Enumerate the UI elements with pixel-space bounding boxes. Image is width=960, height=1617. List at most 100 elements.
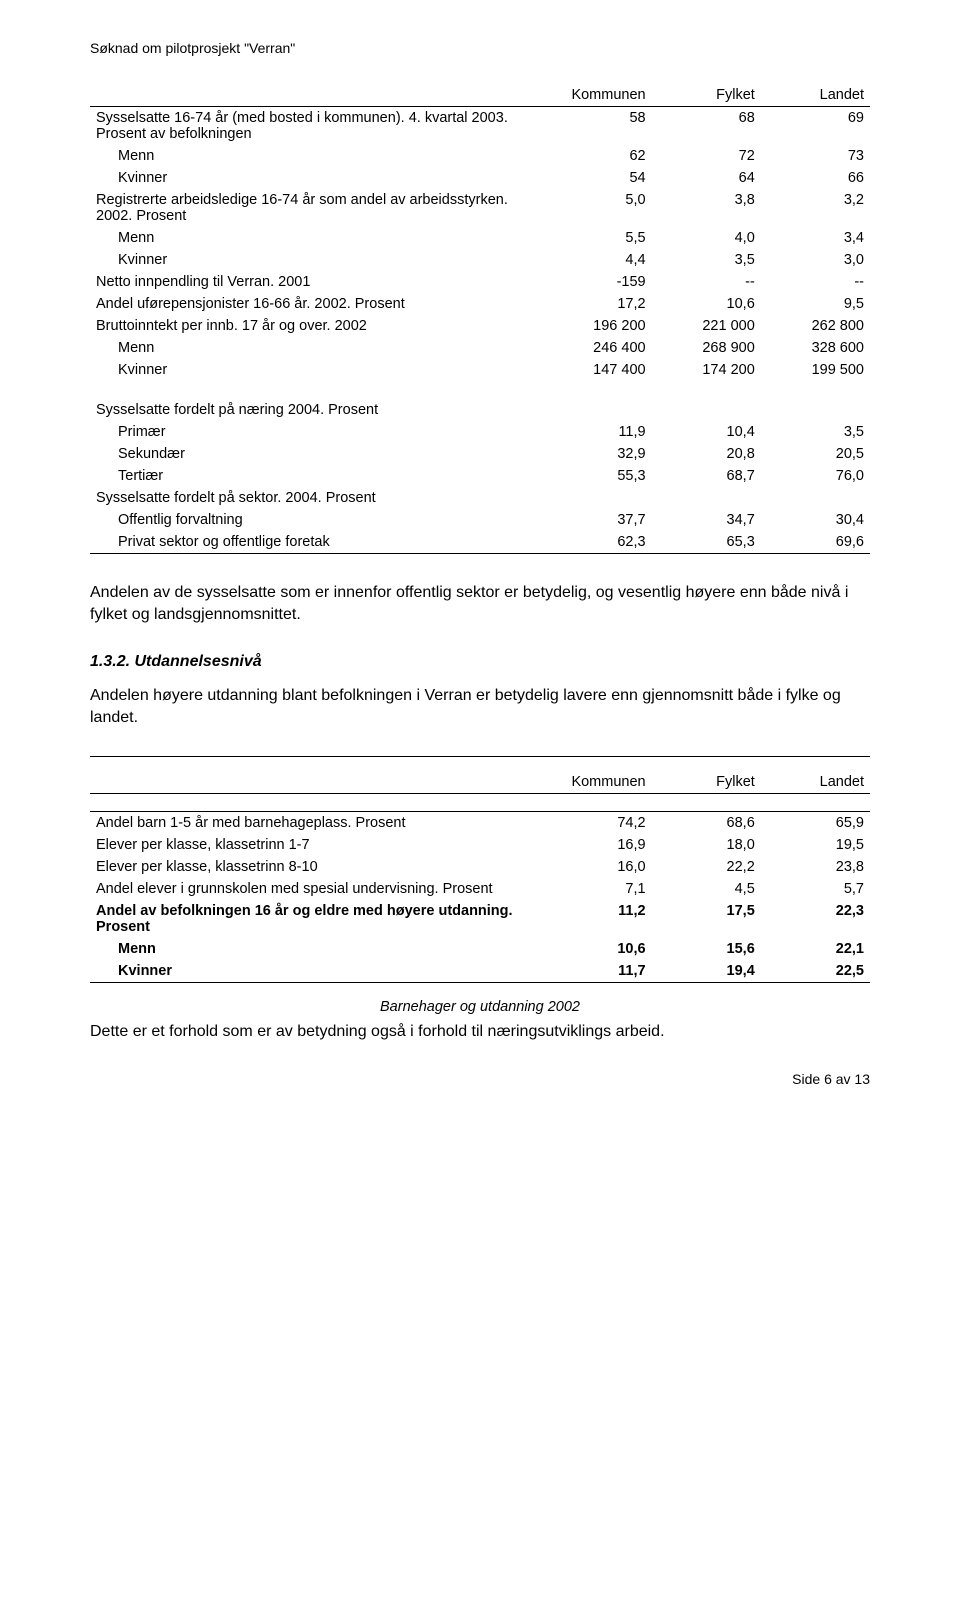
row-label: Andel uførepensjonister 16-66 år. 2002. … xyxy=(90,293,542,315)
table-row: Offentlig forvaltning 37,7 34,7 30,4 xyxy=(90,509,870,531)
row-label: Sysselsatte fordelt på sektor. 2004. Pro… xyxy=(90,487,542,509)
cell: 20,8 xyxy=(652,443,761,465)
row-label: Menn xyxy=(90,145,542,167)
table-row: Privat sektor og offentlige foretak 62,3… xyxy=(90,531,870,554)
cell: 5,7 xyxy=(761,878,870,900)
row-label: Offentlig forvaltning xyxy=(90,509,542,531)
row-label: Menn xyxy=(90,337,542,359)
cell: -159 xyxy=(542,271,651,293)
row-label: Netto innpendling til Verran. 2001 xyxy=(90,271,542,293)
table-header-row: Kommunen Fylket Landet xyxy=(90,84,870,107)
cell: 18,0 xyxy=(652,834,761,856)
row-label: Kvinner xyxy=(90,167,542,189)
cell: 34,7 xyxy=(652,509,761,531)
cell: 55,3 xyxy=(542,465,651,487)
table-row: Kvinner 147 400 174 200 199 500 xyxy=(90,359,870,381)
table-row: Sekundær 32,9 20,8 20,5 xyxy=(90,443,870,465)
cell: 23,8 xyxy=(761,856,870,878)
table-header-row: Kommunen Fylket Landet xyxy=(90,771,870,794)
row-label: Registrerte arbeidsledige 16-74 år som a… xyxy=(90,189,542,227)
row-label: Bruttoinntekt per innb. 17 år og over. 2… xyxy=(90,315,542,337)
table-row: Andel barn 1-5 år med barnehageplass. Pr… xyxy=(90,812,870,835)
table-row: Netto innpendling til Verran. 2001 -159 … xyxy=(90,271,870,293)
table-row: Kvinner 11,7 19,4 22,5 xyxy=(90,960,870,983)
table-row: Tertiær 55,3 68,7 76,0 xyxy=(90,465,870,487)
row-label: Primær xyxy=(90,421,542,443)
col-header: Landet xyxy=(761,771,870,794)
cell: 9,5 xyxy=(761,293,870,315)
table-row: Menn 10,6 15,6 22,1 xyxy=(90,938,870,960)
table-row: Kvinner 4,4 3,5 3,0 xyxy=(90,249,870,271)
row-label: Tertiær xyxy=(90,465,542,487)
cell: 3,8 xyxy=(652,189,761,227)
cell: 11,9 xyxy=(542,421,651,443)
cell: 66 xyxy=(761,167,870,189)
cell: 246 400 xyxy=(542,337,651,359)
cell: 5,5 xyxy=(542,227,651,249)
cell: 62 xyxy=(542,145,651,167)
cell: 58 xyxy=(542,107,651,146)
table-row: Registrerte arbeidsledige 16-74 år som a… xyxy=(90,189,870,227)
cell: 221 000 xyxy=(652,315,761,337)
row-label: Menn xyxy=(90,227,542,249)
table-row: Menn 5,5 4,0 3,4 xyxy=(90,227,870,249)
cell: 54 xyxy=(542,167,651,189)
page-footer: Side 6 av 13 xyxy=(90,1071,870,1087)
table-row: Andel av befolkningen 16 år og eldre med… xyxy=(90,900,870,938)
cell: 69 xyxy=(761,107,870,146)
cell: 68 xyxy=(652,107,761,146)
table-row: Bruttoinntekt per innb. 17 år og over. 2… xyxy=(90,315,870,337)
cell: 19,4 xyxy=(652,960,761,983)
cell: 68,7 xyxy=(652,465,761,487)
row-label: Privat sektor og offentlige foretak xyxy=(90,531,542,554)
cell: 11,7 xyxy=(542,960,651,983)
separator xyxy=(90,756,870,757)
section-heading: 1.3.2. Utdannelsesnivå xyxy=(90,653,870,671)
cell: 4,0 xyxy=(652,227,761,249)
cell: 22,2 xyxy=(652,856,761,878)
cell: 74,2 xyxy=(542,812,651,835)
cell: 68,6 xyxy=(652,812,761,835)
cell: 4,5 xyxy=(652,878,761,900)
cell: 147 400 xyxy=(542,359,651,381)
table-row: Sysselsatte fordelt på næring 2004. Pros… xyxy=(90,399,870,421)
cell: 22,5 xyxy=(761,960,870,983)
cell: 196 200 xyxy=(542,315,651,337)
cell: 20,5 xyxy=(761,443,870,465)
paragraph: Andelen av de sysselsatte som er innenfo… xyxy=(90,582,870,625)
cell: 62,3 xyxy=(542,531,651,554)
cell: 65,3 xyxy=(652,531,761,554)
paragraph: Andelen høyere utdanning blant befolknin… xyxy=(90,685,870,728)
row-label: Kvinner xyxy=(90,249,542,271)
row-label: Menn xyxy=(90,938,542,960)
row-label: Kvinner xyxy=(90,960,542,983)
row-label: Sysselsatte fordelt på næring 2004. Pros… xyxy=(90,399,542,421)
cell: 64 xyxy=(652,167,761,189)
row-label: Sekundær xyxy=(90,443,542,465)
cell: 37,7 xyxy=(542,509,651,531)
table-row: Elever per klasse, klassetrinn 1-7 16,9 … xyxy=(90,834,870,856)
table-row: Andel uførepensjonister 16-66 år. 2002. … xyxy=(90,293,870,315)
col-header: Landet xyxy=(761,84,870,107)
row-label: Kvinner xyxy=(90,359,542,381)
cell: -- xyxy=(652,271,761,293)
cell: 10,6 xyxy=(542,938,651,960)
cell: 3,5 xyxy=(652,249,761,271)
cell: 3,5 xyxy=(761,421,870,443)
table-row: Kvinner 54 64 66 xyxy=(90,167,870,189)
col-header: Kommunen xyxy=(542,84,651,107)
cell: 328 600 xyxy=(761,337,870,359)
cell: 17,2 xyxy=(542,293,651,315)
table-row: Elever per klasse, klassetrinn 8-10 16,0… xyxy=(90,856,870,878)
cell: 262 800 xyxy=(761,315,870,337)
cell: 65,9 xyxy=(761,812,870,835)
cell: 15,6 xyxy=(652,938,761,960)
cell: 30,4 xyxy=(761,509,870,531)
cell: 22,1 xyxy=(761,938,870,960)
table-row: Primær 11,9 10,4 3,5 xyxy=(90,421,870,443)
col-header: Fylket xyxy=(652,771,761,794)
cell: 10,4 xyxy=(652,421,761,443)
cell: 3,4 xyxy=(761,227,870,249)
cell: 199 500 xyxy=(761,359,870,381)
paragraph: Dette er et forhold som er av betydning … xyxy=(90,1021,870,1043)
